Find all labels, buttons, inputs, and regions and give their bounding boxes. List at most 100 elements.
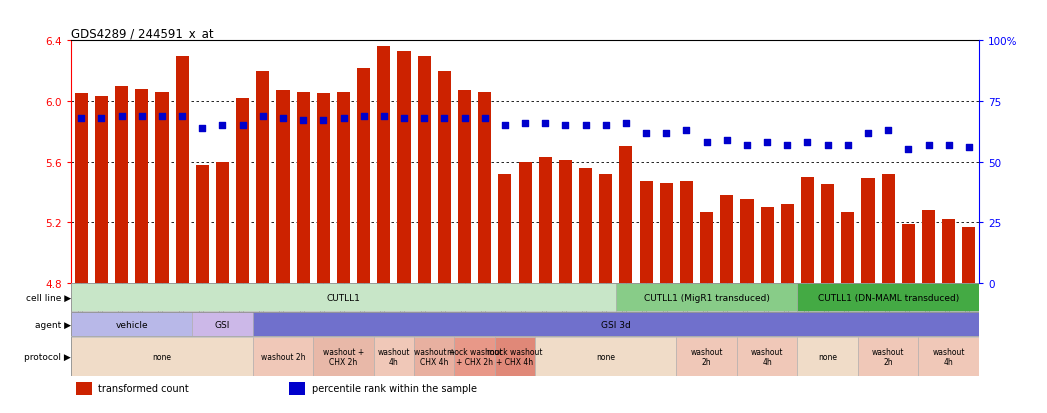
Point [93, 115, 110, 122]
Bar [801, 177, 814, 283]
Bar [438, 71, 451, 283]
Bar [252, 337, 313, 376]
Bar [740, 200, 754, 283]
Point [598, 123, 615, 129]
Text: washout
4h: washout 4h [933, 347, 965, 366]
Point [113, 113, 130, 120]
Text: washout +
CHX 4h: washout + CHX 4h [414, 347, 454, 366]
Bar [337, 93, 350, 283]
Bar [155, 93, 169, 283]
Bar [922, 211, 935, 283]
Bar [857, 337, 918, 376]
Point [194, 125, 210, 132]
Point [960, 145, 977, 151]
Bar [296, 93, 310, 283]
Bar [640, 182, 652, 283]
Text: none: none [153, 352, 172, 361]
Point [214, 123, 230, 129]
Bar [720, 195, 733, 283]
Bar [415, 337, 454, 376]
Text: cell line ▶: cell line ▶ [26, 293, 71, 302]
Bar [374, 337, 415, 376]
Text: none: none [596, 352, 616, 361]
Bar [620, 147, 632, 283]
Point [718, 137, 735, 144]
Bar [676, 337, 737, 376]
Point [416, 115, 432, 122]
Bar [700, 212, 713, 283]
Point [759, 140, 776, 146]
Bar [176, 57, 188, 283]
Bar [798, 284, 979, 311]
Point [456, 115, 473, 122]
Point [879, 128, 896, 134]
Bar [216, 162, 229, 283]
Bar [798, 337, 857, 376]
Point [133, 113, 150, 120]
Text: CUTLL1 (MigR1 transduced): CUTLL1 (MigR1 transduced) [644, 293, 770, 302]
Point [376, 113, 393, 120]
Bar [196, 165, 208, 283]
Bar [95, 97, 108, 283]
Point [315, 118, 332, 124]
Point [638, 130, 654, 137]
Bar [478, 93, 491, 283]
Bar [377, 47, 391, 283]
Point [355, 113, 372, 120]
Bar [115, 87, 128, 283]
Bar [71, 284, 616, 311]
Bar [882, 174, 895, 283]
Point [920, 142, 937, 149]
Bar [660, 183, 673, 283]
Point [174, 113, 191, 120]
Bar [760, 208, 774, 283]
Point [73, 115, 90, 122]
Text: protocol ▶: protocol ▶ [24, 352, 71, 361]
Bar [737, 337, 798, 376]
Text: CUTLL1: CUTLL1 [327, 293, 360, 302]
Point [274, 115, 291, 122]
Bar [942, 220, 955, 283]
Text: GSI: GSI [215, 320, 230, 329]
Text: mock washout
+ CHX 4h: mock washout + CHX 4h [487, 347, 542, 366]
Bar [616, 284, 798, 311]
Text: transformed count: transformed count [98, 384, 190, 394]
Point [254, 113, 271, 120]
Bar [237, 99, 249, 283]
Bar [458, 91, 471, 283]
Bar [74, 94, 88, 283]
Text: washout +
CHX 2h: washout + CHX 2h [322, 347, 364, 366]
Point [840, 142, 856, 149]
Bar [257, 71, 269, 283]
Point [799, 140, 816, 146]
Bar [313, 337, 374, 376]
Text: CUTLL1 (DN-MAML transduced): CUTLL1 (DN-MAML transduced) [818, 293, 959, 302]
Point [295, 118, 312, 124]
Bar [71, 337, 252, 376]
Point [335, 115, 352, 122]
Text: washout
2h: washout 2h [690, 347, 722, 366]
Point [678, 128, 695, 134]
Bar [680, 182, 693, 283]
Point [537, 120, 554, 127]
Bar [71, 313, 193, 336]
Bar [918, 337, 979, 376]
Bar [495, 337, 535, 376]
Bar [962, 227, 976, 283]
Bar [862, 179, 874, 283]
Bar [75, 382, 92, 394]
Text: GDS4289 / 244591_x_at: GDS4289 / 244591_x_at [71, 27, 214, 40]
Bar [498, 174, 511, 283]
Bar [398, 52, 410, 283]
Point [698, 140, 715, 146]
Text: vehicle: vehicle [115, 320, 148, 329]
Point [496, 123, 513, 129]
Text: washout
4h: washout 4h [751, 347, 783, 366]
Bar [535, 337, 676, 376]
Text: GSI 3d: GSI 3d [601, 320, 630, 329]
Bar [252, 313, 979, 336]
Bar [357, 69, 371, 283]
Point [154, 113, 171, 120]
Bar [518, 162, 532, 283]
Point [738, 142, 755, 149]
